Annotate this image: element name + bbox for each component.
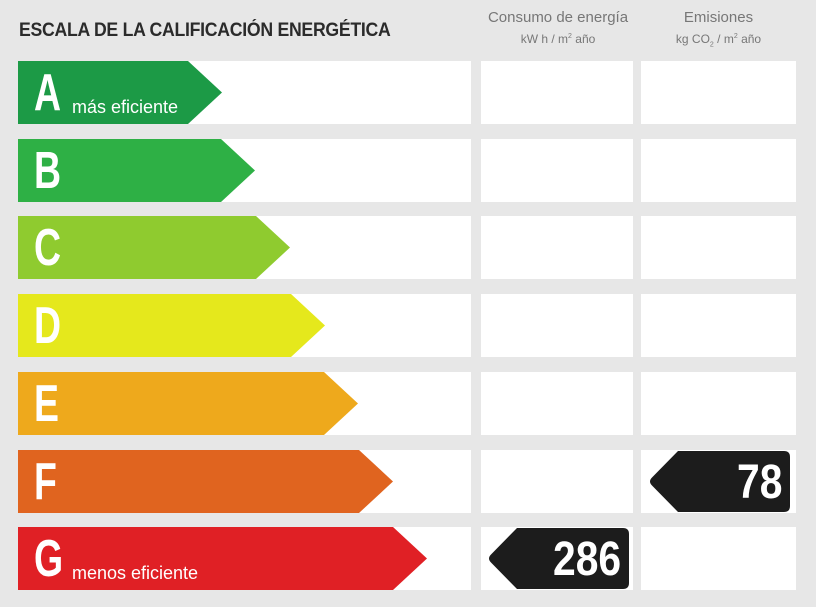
energy-column-unit: kW h / m2 año <box>520 32 596 46</box>
rating-arrow-f: F <box>18 450 393 513</box>
rating-arrow-e: E <box>18 372 358 435</box>
emissions-column-unit: kg CO2 / m2 año <box>675 32 762 49</box>
emissions-indicator: 78 <box>648 451 790 514</box>
energy-cell-a <box>481 61 633 124</box>
rating-letter-d: D <box>34 297 62 355</box>
energy-column-header: Consumo de energía kW h / m2 año <box>480 9 636 47</box>
emissions-cell-a <box>641 61 796 124</box>
energy-cell-c <box>481 216 633 279</box>
energy-indicator: 286 <box>487 528 629 591</box>
page-title: ESCALA DE LA CALIFICACIÓN ENERGÉTICA <box>19 20 391 41</box>
rating-caption-a: más eficiente <box>72 97 179 117</box>
rating-letter-g: G <box>34 530 64 588</box>
energy-cell-e <box>481 372 633 435</box>
energy-cell-b <box>481 139 633 202</box>
rating-arrow-c: C <box>18 216 290 279</box>
emissions-column-header: Emisiones kg CO2 / m2 año <box>641 9 796 53</box>
emissions-cell-c <box>641 216 796 279</box>
rating-letter-c: C <box>34 219 62 277</box>
emissions-indicator-value: 78 <box>736 456 782 509</box>
rating-letter-a: A <box>34 64 62 122</box>
rating-letter-e: E <box>34 375 59 433</box>
rating-letter-b: B <box>34 142 62 200</box>
emissions-cell-b <box>641 139 796 202</box>
emissions-cell-e <box>641 372 796 435</box>
rating-arrow-b: B <box>18 139 255 202</box>
energy-indicator-value: 286 <box>552 533 621 586</box>
emissions-column-label: Emisiones <box>683 9 754 26</box>
emissions-cell-g <box>641 527 796 590</box>
energy-column-label: Consumo de energía <box>487 9 629 26</box>
rating-caption-g: menos eficiente <box>72 563 199 583</box>
energy-cell-d <box>481 294 633 357</box>
emissions-cell-d <box>641 294 796 357</box>
rating-arrow-d: D <box>18 294 325 357</box>
energy-cell-f <box>481 450 633 513</box>
rating-letter-f: F <box>34 453 57 511</box>
